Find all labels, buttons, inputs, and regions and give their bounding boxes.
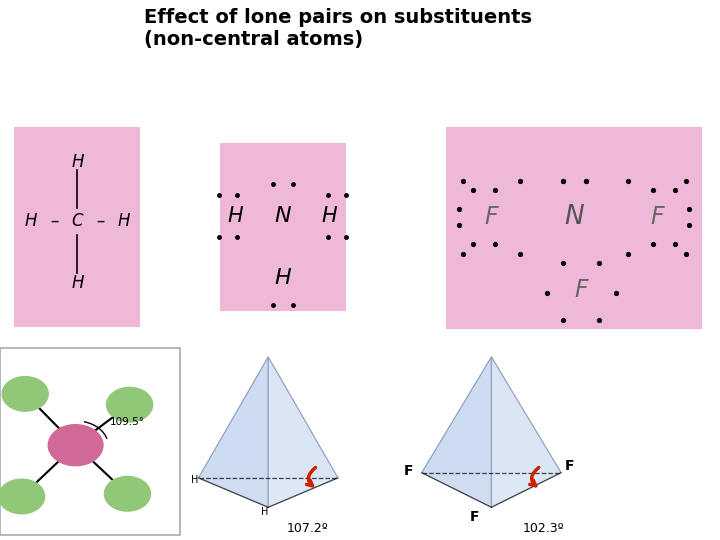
- Circle shape: [2, 376, 48, 411]
- Text: N: N: [274, 206, 291, 226]
- Text: H: H: [118, 212, 130, 231]
- Circle shape: [104, 476, 150, 511]
- Text: F: F: [404, 464, 413, 478]
- Text: N: N: [564, 204, 584, 231]
- Text: 109.5°: 109.5°: [110, 417, 145, 427]
- FancyBboxPatch shape: [14, 127, 140, 327]
- Text: F: F: [564, 459, 574, 473]
- Circle shape: [107, 387, 153, 422]
- Text: C: C: [71, 212, 84, 231]
- Text: (non-central atoms): (non-central atoms): [144, 30, 363, 49]
- Text: H: H: [24, 212, 37, 231]
- Polygon shape: [268, 357, 338, 507]
- Text: H: H: [192, 475, 199, 485]
- FancyBboxPatch shape: [0, 348, 180, 535]
- Text: F: F: [575, 278, 588, 302]
- Text: Effect of lone pairs on substituents: Effect of lone pairs on substituents: [144, 8, 532, 27]
- Circle shape: [48, 424, 103, 465]
- Polygon shape: [422, 357, 561, 472]
- Text: F: F: [469, 510, 480, 524]
- Text: –: –: [50, 211, 58, 230]
- Text: H: H: [261, 508, 269, 517]
- FancyBboxPatch shape: [446, 127, 702, 329]
- Text: 107.2º: 107.2º: [287, 522, 328, 535]
- Circle shape: [0, 479, 45, 514]
- FancyBboxPatch shape: [220, 143, 346, 310]
- Polygon shape: [422, 357, 491, 507]
- Text: H: H: [228, 206, 243, 226]
- Text: F: F: [650, 205, 664, 229]
- Text: H: H: [71, 274, 84, 293]
- Text: H: H: [274, 268, 291, 288]
- Polygon shape: [491, 357, 561, 507]
- Polygon shape: [199, 357, 268, 507]
- Text: –: –: [96, 211, 104, 230]
- Polygon shape: [199, 357, 338, 478]
- Text: H: H: [71, 153, 84, 171]
- Text: 102.3º: 102.3º: [522, 522, 564, 535]
- Text: H: H: [322, 206, 337, 226]
- Text: F: F: [485, 205, 498, 229]
